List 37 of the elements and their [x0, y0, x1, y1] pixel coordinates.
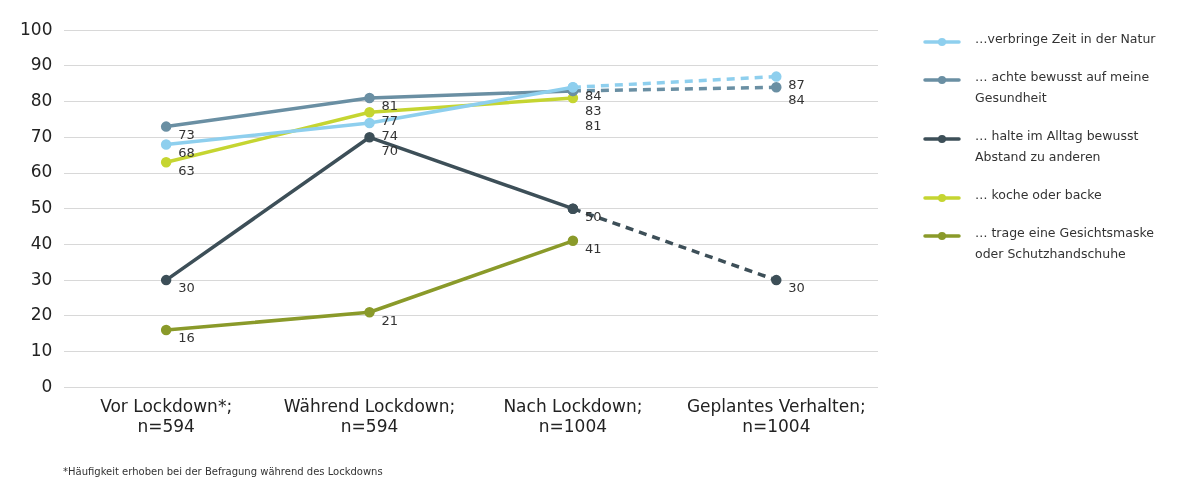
data-label: 87 — [788, 76, 805, 92]
data-label: 74 — [381, 128, 399, 144]
data-label: 30 — [178, 280, 195, 296]
x-tick-label: Nach Lockdown; n=1004 — [503, 395, 643, 437]
y-tick-label: 30 — [30, 268, 53, 289]
x-tick-label: Vor Lockdown*; n=594 — [100, 395, 233, 437]
data-label: 84 — [584, 87, 602, 103]
y-tick-label: 10 — [30, 339, 53, 360]
data-label: 30 — [788, 280, 805, 296]
legend-label: …verbringe Zeit in der Natur — [975, 30, 1156, 48]
y-tick-label: 80 — [30, 90, 53, 111]
data-label: 41 — [584, 241, 602, 257]
data-label: 73 — [178, 126, 195, 142]
y-tick-label: 90 — [30, 54, 53, 75]
data-label: 77 — [381, 113, 399, 129]
y-tick-label: 20 — [30, 304, 53, 325]
legend-label: … achte bewusst auf meine Gesundheit — [975, 68, 1151, 107]
y-tick-label: 70 — [30, 125, 53, 146]
y-tick-label: 40 — [30, 232, 53, 253]
y-tick-label: 100 — [19, 18, 53, 39]
y-tick-label: 0 — [41, 375, 53, 396]
legend-label: … koche oder backe — [975, 186, 1102, 204]
text: *Häufigkeit erhoben bei der Befragung während des Lockdowns — [63, 466, 383, 477]
data-label: 81 — [584, 117, 602, 133]
legend-label: … trage eine Gesichtsmaske oder Schutzhandschuhe — [975, 224, 1155, 263]
data-label: 84 — [788, 91, 805, 107]
data-label: 21 — [381, 312, 399, 328]
y-tick-label: 60 — [30, 161, 53, 182]
data-label: 16 — [178, 330, 195, 346]
x-tick-label: Während Lockdown; n=594 — [283, 395, 456, 437]
x-tick-label: Geplantes Verhalten; n=1004 — [686, 395, 866, 437]
legend-label: … halte im Alltag bewusst Abstand zu anderen — [975, 127, 1140, 166]
y-tick-label: 50 — [30, 197, 53, 218]
data-label: 70 — [381, 143, 399, 159]
data-label: 83 — [584, 102, 602, 118]
data-label: 68 — [178, 144, 195, 160]
data-label: 63 — [178, 162, 195, 178]
